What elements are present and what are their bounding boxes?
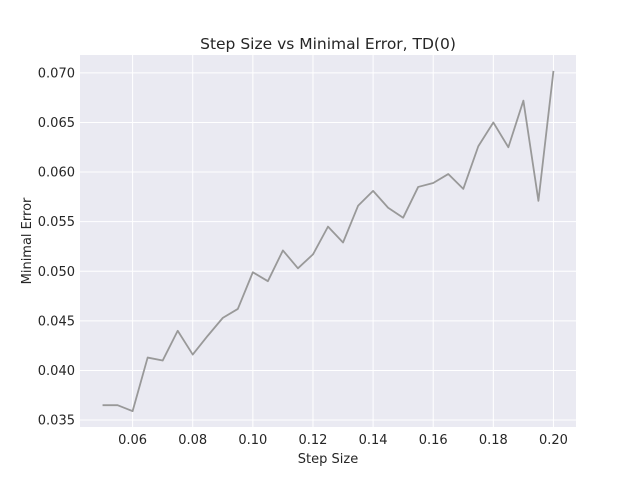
y-tick-label: 0.050 <box>38 265 75 280</box>
grid <box>80 55 576 427</box>
y-tick-label: 0.055 <box>38 215 75 230</box>
series-line <box>102 70 555 413</box>
y-tick-label: 0.060 <box>38 166 75 181</box>
y-axis-label: Minimal Error <box>20 197 35 284</box>
y-tick-label: 0.045 <box>38 314 75 329</box>
chart-title: Step Size vs Minimal Error, TD(0) <box>200 35 456 53</box>
x-tick-label: 0.14 <box>359 433 388 448</box>
x-tick-label: 0.06 <box>118 433 147 448</box>
x-tick-label: 0.18 <box>479 433 508 448</box>
y-tick-label: 0.065 <box>38 116 75 131</box>
x-axis-label: Step Size <box>298 452 358 467</box>
x-tick-label: 0.12 <box>298 433 327 448</box>
x-tick-label: 0.20 <box>539 433 568 448</box>
x-tick-label: 0.10 <box>238 433 267 448</box>
x-tick-label: 0.16 <box>419 433 448 448</box>
plot-area <box>80 55 576 427</box>
y-tick-label: 0.070 <box>38 66 75 81</box>
y-tick-label: 0.040 <box>38 364 75 379</box>
x-tick-label: 0.08 <box>178 433 207 448</box>
y-tick-label: 0.035 <box>38 414 75 429</box>
series-layer <box>102 70 555 413</box>
tick-labels: 0.06 0.08 0.10 0.12 0.14 0.16 0.18 0.20 0.035 0.0… <box>38 66 568 448</box>
